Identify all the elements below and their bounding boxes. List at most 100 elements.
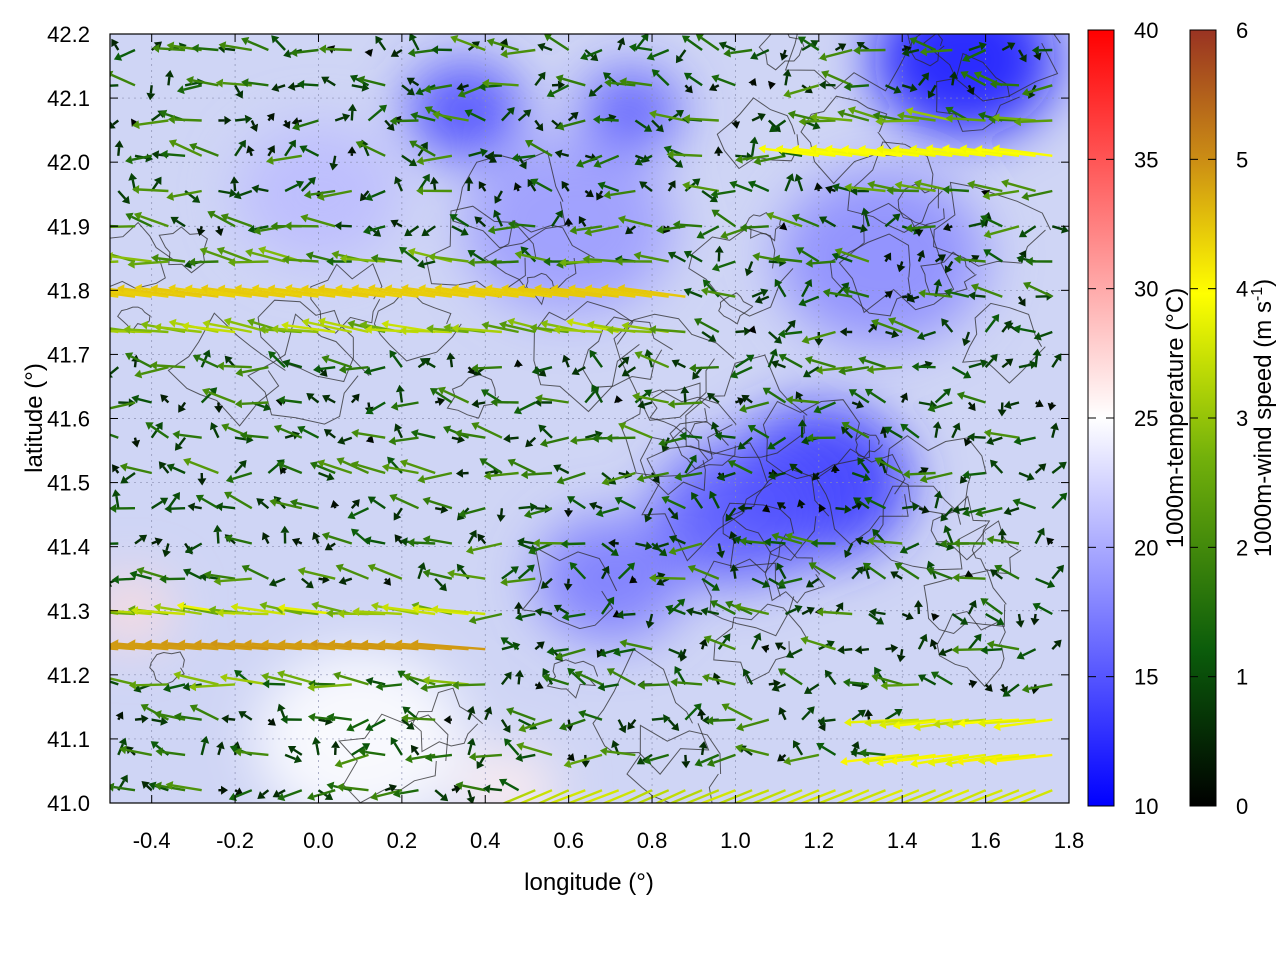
wind-vector-head xyxy=(100,606,107,615)
wind-vector-head xyxy=(935,805,943,813)
wind-vector-head xyxy=(93,427,101,436)
x-tick-label: 0.8 xyxy=(637,828,668,853)
wind-vector-shaft xyxy=(139,190,168,192)
wind-vector-shaft xyxy=(519,507,531,508)
wind-vector-shaft xyxy=(680,225,702,227)
wind-vector-shaft xyxy=(783,506,786,508)
wind-vector-shaft xyxy=(352,111,353,121)
x-tick-label: 0.6 xyxy=(553,828,584,853)
wind-vector-shaft xyxy=(408,718,435,720)
wind-vector-shaft xyxy=(269,684,285,685)
wind-vector-shaft xyxy=(784,50,785,54)
wind-vector-head xyxy=(620,804,628,812)
x-tick-label: 1.6 xyxy=(970,828,1001,853)
x-tick-label: -0.2 xyxy=(216,828,254,853)
wind-vector-shaft xyxy=(235,183,236,191)
wind-vector-shaft xyxy=(478,403,485,404)
wind-vector-shaft xyxy=(882,121,919,122)
wind-vector-shaft xyxy=(696,367,719,368)
wind-vector-shaft xyxy=(886,295,888,296)
wind-vector-shaft xyxy=(469,367,471,369)
wind-vector-shaft xyxy=(167,154,185,156)
wind-colorbar-label-main: 1000m-wind speed (m s xyxy=(1250,301,1277,557)
wind-vector-head xyxy=(752,804,760,812)
wind-vector-head xyxy=(654,804,662,812)
wind-vector-shaft xyxy=(1035,614,1036,619)
wind-vector-shaft xyxy=(988,649,1003,650)
wind-vector-shaft xyxy=(685,393,686,402)
temperature-blob xyxy=(777,170,985,346)
wind-vector-shaft xyxy=(623,614,635,615)
wind-vector-shaft xyxy=(715,85,719,87)
wind-vector-shaft xyxy=(452,789,455,790)
y-tick-label: 41.6 xyxy=(47,407,90,432)
wind-vector-head xyxy=(584,805,592,813)
wind-vector-shaft xyxy=(135,719,142,720)
wind-vector-shaft xyxy=(242,403,269,404)
x-tick-label: -0.4 xyxy=(133,828,171,853)
wind-vector-shaft xyxy=(400,392,402,403)
y-tick-label: 41.5 xyxy=(47,471,90,496)
wind-vector-head xyxy=(604,805,612,813)
temperature-colorbar-tick-label: 20 xyxy=(1134,535,1158,560)
wind-vector-shaft xyxy=(719,473,720,475)
plot-area xyxy=(44,0,1069,832)
wind-vector-shaft xyxy=(885,433,886,438)
wind-vector-head xyxy=(684,804,692,812)
wind-vector-head xyxy=(97,539,104,548)
wind-vector-shaft xyxy=(224,366,252,367)
wind-vector-head xyxy=(520,805,528,813)
x-tick-label: 1.2 xyxy=(804,828,835,853)
wind-vector-head xyxy=(533,803,541,811)
wind-vector-shaft xyxy=(902,49,905,50)
wind-vector-shaft xyxy=(851,85,869,86)
wind-vector-shaft xyxy=(568,544,586,545)
wind-vector-shaft xyxy=(224,613,269,614)
wind-vector-shaft xyxy=(518,189,519,191)
y-tick-label: 42.2 xyxy=(47,22,90,47)
wind-vector-head xyxy=(1001,804,1009,812)
wind-vector-shaft xyxy=(225,49,235,50)
wind-vector-shaft xyxy=(702,716,703,720)
wind-vector-shaft xyxy=(862,649,869,650)
wind-vector-shaft xyxy=(268,720,270,722)
y-tick-label: 41.3 xyxy=(47,599,90,624)
wind-vector-shaft xyxy=(934,645,936,649)
temperature-blob xyxy=(456,748,556,833)
wind-vector-shaft xyxy=(136,684,169,685)
wind-vector-shaft xyxy=(721,436,735,438)
y-axis-label: latitude (°) xyxy=(21,363,48,473)
wind-vector-shaft xyxy=(334,156,335,164)
wind-vector-shaft xyxy=(771,542,786,543)
wind-vector xyxy=(44,639,118,649)
wind-vector-shaft xyxy=(451,359,452,367)
wind-colorbar-tick-label: 4 xyxy=(1236,277,1248,302)
wind-vector-shaft xyxy=(568,579,569,584)
wind-vector-head xyxy=(105,252,113,261)
wind-vector-head xyxy=(551,803,559,811)
wind-vector-shaft xyxy=(747,226,769,227)
wind-vector-head xyxy=(97,673,105,682)
wind-vector-head xyxy=(849,804,857,812)
wind-vector-shaft xyxy=(385,579,386,581)
x-tick-label: 0.0 xyxy=(303,828,334,853)
wind-vector-head xyxy=(768,805,776,813)
wind-vector-shaft xyxy=(886,259,888,262)
wind-vector-shaft xyxy=(218,532,219,544)
x-tick-label: 1.0 xyxy=(720,828,751,853)
wind-vector-shaft xyxy=(195,262,218,263)
wind-vector-head xyxy=(93,608,100,617)
wind-vector-shaft xyxy=(735,401,738,402)
wind-vector-shaft xyxy=(319,720,326,721)
y-tick-label: 41.4 xyxy=(47,535,90,560)
wind-vector-shaft xyxy=(919,508,923,510)
y-tick-label: 42.1 xyxy=(47,86,90,111)
wind-vector-shaft xyxy=(235,262,269,263)
wind-vector-shaft xyxy=(997,84,1019,85)
wind-vector-shaft xyxy=(600,120,619,121)
wind-vector-shaft xyxy=(902,399,904,403)
wind-vector-shaft xyxy=(675,403,702,405)
wind-vector-shaft xyxy=(535,684,537,685)
y-tick-label: 41.7 xyxy=(47,342,90,367)
